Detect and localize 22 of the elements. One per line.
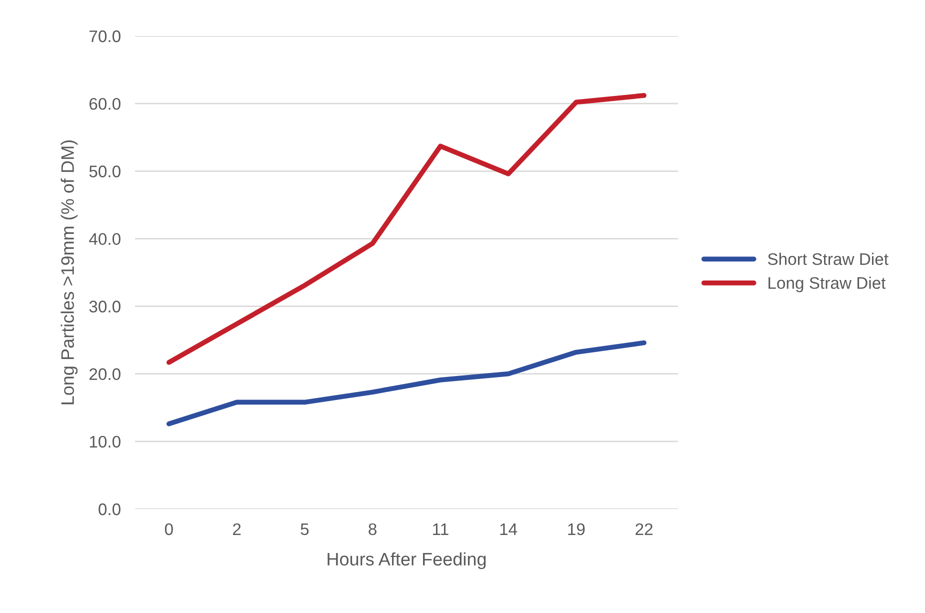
line-series [166, 93, 646, 365]
line-series [166, 340, 646, 426]
legend-label: Long Straw Diet [768, 276, 886, 292]
y-tick-label: 30.0 [89, 300, 120, 312]
y-tick-label: 70.0 [90, 30, 120, 42]
y-tick-label: 40.0 [89, 233, 120, 245]
y-tick-label: 60.0 [90, 98, 120, 110]
x-tick-label: 14 [500, 524, 518, 535]
x-tick-label: 5 [300, 524, 309, 536]
x-tick-label: 0 [164, 523, 173, 536]
x-tick-label: 11 [433, 524, 448, 535]
x-tick-label: 19 [568, 523, 585, 536]
y-tick-label: 20.0 [90, 368, 120, 380]
x-tick-label: 22 [636, 523, 652, 535]
y-tick-label: 10.0 [90, 436, 120, 448]
y-tick-label: 0.0 [98, 503, 120, 516]
legend-label: Short Straw Diet [768, 252, 888, 266]
x-axis-title: Hours After Feeding [328, 552, 486, 570]
y-axis-title: Long Particles >19mm (% of DM) [60, 140, 78, 404]
x-tick-label: 2 [233, 523, 241, 535]
y-tick-label: 50.0 [89, 166, 120, 178]
x-tick-label: 8 [368, 523, 376, 536]
